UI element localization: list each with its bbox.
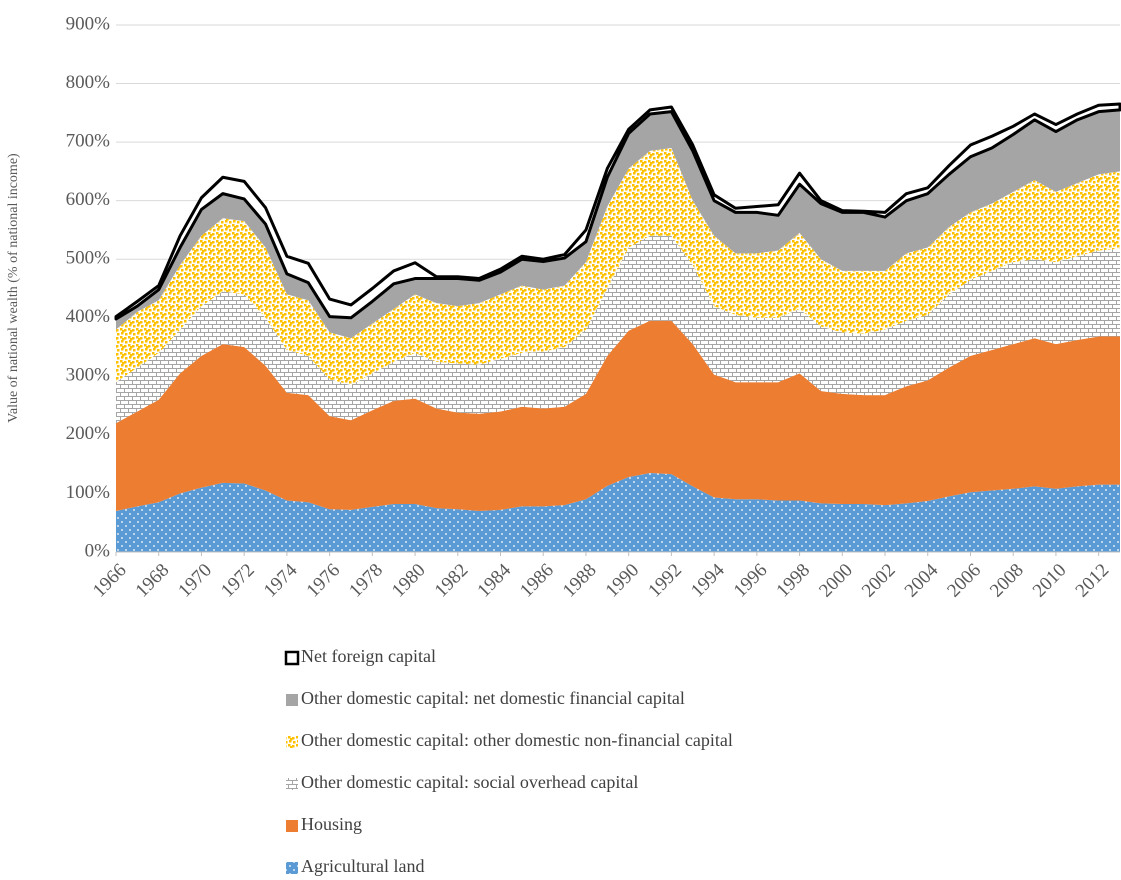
x-tick-label: 2010 [1029,560,1071,602]
legend-swatch [286,820,298,832]
legend-swatch [286,736,298,748]
legend-swatch [286,862,298,874]
x-tick-label: 1968 [132,560,174,602]
x-tick-label: 1998 [772,560,814,602]
area [116,320,1120,512]
legend-label: Other domestic capital: social overhead … [301,772,638,792]
x-tick-label: 1988 [559,560,601,602]
x-tick-label: 1986 [516,560,558,602]
area [116,147,1120,386]
x-tick-label: 1996 [730,560,772,602]
x-tick-label: 1974 [260,559,302,601]
legend-label: Net foreign capital [301,646,436,666]
y-tick-label: 700% [66,130,111,151]
x-tick-label: 1978 [345,560,387,602]
x-tick-label: 1980 [388,560,430,602]
y-tick-label: 800% [66,72,111,93]
x-tick-label: 2002 [858,560,900,602]
area [116,235,1120,424]
y-tick-label: 600% [66,189,111,210]
y-axis-title: Value of national wealth (% of national … [6,153,21,423]
y-tick-label: 400% [66,306,111,327]
x-tick-label: 1994 [687,559,729,601]
legend-label: Agricultural land [301,856,424,876]
y-tick-label: 900% [66,13,111,34]
x-tick-label: 2006 [943,560,985,602]
x-tick-label: 2004 [901,559,943,601]
x-tick-label: 1982 [431,560,473,602]
x-tick-label: 1970 [174,560,216,602]
x-tick-label: 1990 [602,560,644,602]
legend-swatch [286,778,298,790]
x-tick-label: 1966 [89,560,131,602]
legend-swatch [284,650,300,666]
y-tick-label: 300% [66,365,111,386]
x-tick-label: 1984 [473,559,515,601]
area [114,102,1121,321]
y-tick-label: 500% [66,248,111,269]
area [116,472,1120,552]
x-tick-label: 2012 [1072,560,1114,602]
y-tick-label: 0% [85,540,111,561]
y-tick-label: 100% [66,482,111,503]
y-tick-label: 200% [66,423,111,444]
x-tick-label: 2000 [815,560,857,602]
legend-label: Other domestic capital: net domestic fin… [301,688,685,708]
legend-label: Other domestic capital: other domestic n… [301,730,733,750]
plot-area [114,24,1121,553]
legend-swatch [286,694,298,706]
x-tick-label: 2008 [986,560,1028,602]
legend-label: Housing [301,814,362,834]
x-tick-label: 1976 [303,560,345,602]
x-tick-label: 1992 [644,560,686,602]
x-tick-label: 1972 [217,560,259,602]
